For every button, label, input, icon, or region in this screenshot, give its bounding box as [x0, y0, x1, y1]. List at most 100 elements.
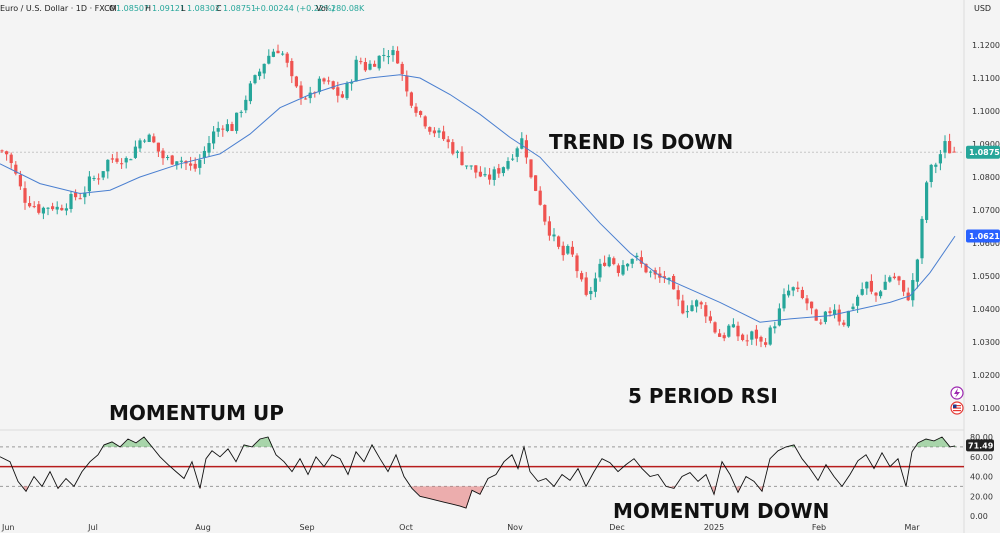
price-tick-label: 1.10000: [972, 107, 1000, 116]
candle-body: [543, 204, 547, 222]
candle-body: [911, 280, 915, 301]
candle-body: [934, 164, 938, 167]
change-value: +0.00244 (+0.22%): [254, 4, 335, 13]
candle-body: [133, 146, 137, 158]
candle-body: [943, 141, 947, 153]
low-label: L: [181, 4, 186, 13]
open-value: 1.08507: [116, 4, 149, 13]
candle-body: [842, 322, 846, 325]
candle-body: [340, 94, 344, 98]
high-label: H: [145, 4, 151, 13]
candle-body: [290, 61, 294, 77]
rsi-tick-label: 20.00: [970, 492, 993, 501]
candle-body: [382, 54, 386, 56]
price-pane: 1.12000 1.11000 1.10000 1.09000 1.08000 1.070…: [0, 41, 1000, 413]
candle-body: [9, 154, 13, 164]
candle-body: [87, 176, 91, 192]
candle-body: [856, 296, 860, 306]
candle-body: [888, 277, 892, 282]
candle-body: [626, 263, 630, 267]
candle-body: [156, 142, 160, 152]
time-tick-label: Nov: [507, 523, 523, 532]
alert-icon[interactable]: [950, 386, 964, 400]
candle-body: [14, 164, 18, 174]
candle-body: [446, 139, 450, 143]
candle-body: [639, 257, 643, 264]
candle-body: [561, 245, 565, 256]
candle-body: [547, 221, 551, 236]
candle-body: [920, 218, 924, 259]
candle-body: [874, 292, 878, 296]
candle-body: [699, 302, 703, 305]
candle-body: [400, 63, 404, 75]
symbol-name: Euro / U.S. Dollar · 1D · FXCM: [0, 4, 117, 13]
candle-body: [294, 76, 298, 87]
candle-body: [538, 190, 542, 205]
candle-body: [28, 203, 32, 207]
ma-value-tag-bg: [966, 229, 1000, 243]
candle-body: [207, 143, 211, 153]
candle-body: [78, 198, 82, 200]
rsi-ticks: 80.00 60.00 40.00 20.00 0.00: [970, 433, 993, 521]
candle-body: [607, 257, 611, 267]
candle-body: [129, 159, 133, 161]
us-flag-icon[interactable]: [950, 401, 964, 415]
volume-value: 280.08K: [331, 4, 365, 13]
candle-body: [800, 289, 804, 299]
candle-body: [681, 300, 685, 314]
candle-body: [557, 236, 561, 247]
rsi-value-tag-text: 71.49: [968, 441, 994, 450]
candle-body: [635, 255, 639, 258]
candle-body: [239, 111, 243, 113]
candle-body: [409, 92, 413, 106]
candle-body: [879, 291, 883, 297]
candle-body: [948, 141, 952, 154]
rsi-tick-label: 60.00: [970, 453, 993, 462]
candle-body: [258, 71, 262, 77]
candle-body: [354, 59, 358, 82]
candle-body: [520, 138, 524, 149]
candle-body: [110, 158, 114, 160]
candle-body: [828, 311, 832, 314]
candle-body: [327, 80, 331, 82]
candle-body: [492, 169, 496, 180]
price-tick-label: 1.07000: [972, 206, 1000, 215]
candle-body: [823, 311, 827, 322]
candle-body: [580, 273, 584, 280]
candle-body: [143, 140, 147, 142]
symbol-header: Euro / U.S. Dollar · 1D · FXCM O 1.08507…: [0, 4, 991, 13]
candle-body: [570, 246, 574, 255]
candle-body: [892, 276, 896, 279]
price-tick-label: 1.05000: [972, 272, 1000, 281]
currency-label: USD: [974, 4, 991, 13]
candle-body: [727, 325, 731, 337]
candle-body: [474, 165, 478, 173]
candle-body: [713, 322, 717, 333]
candle-body: [437, 130, 441, 133]
candle-body: [170, 155, 174, 165]
candle-body: [902, 280, 906, 292]
candle-body: [768, 327, 772, 345]
candle-body: [869, 280, 873, 292]
candle-body: [124, 158, 128, 163]
candle-body: [621, 265, 625, 275]
candle-body: [345, 83, 349, 99]
candle-body: [483, 174, 487, 176]
candle-body: [515, 148, 519, 157]
candle-body: [179, 160, 183, 162]
candle-body: [704, 305, 708, 317]
candle-body: [883, 281, 887, 290]
price-tick-label: 1.12000: [972, 41, 1000, 50]
candle-body: [423, 116, 427, 127]
candle-body: [60, 207, 64, 211]
candle-body: [782, 294, 786, 309]
candle-body: [708, 316, 712, 321]
candle-body: [529, 159, 533, 178]
candle-body: [722, 335, 726, 339]
candle-body: [41, 207, 45, 214]
candle-body: [630, 258, 634, 264]
candle-body: [488, 174, 492, 180]
candle-body: [363, 62, 367, 71]
candle-body: [166, 157, 170, 159]
